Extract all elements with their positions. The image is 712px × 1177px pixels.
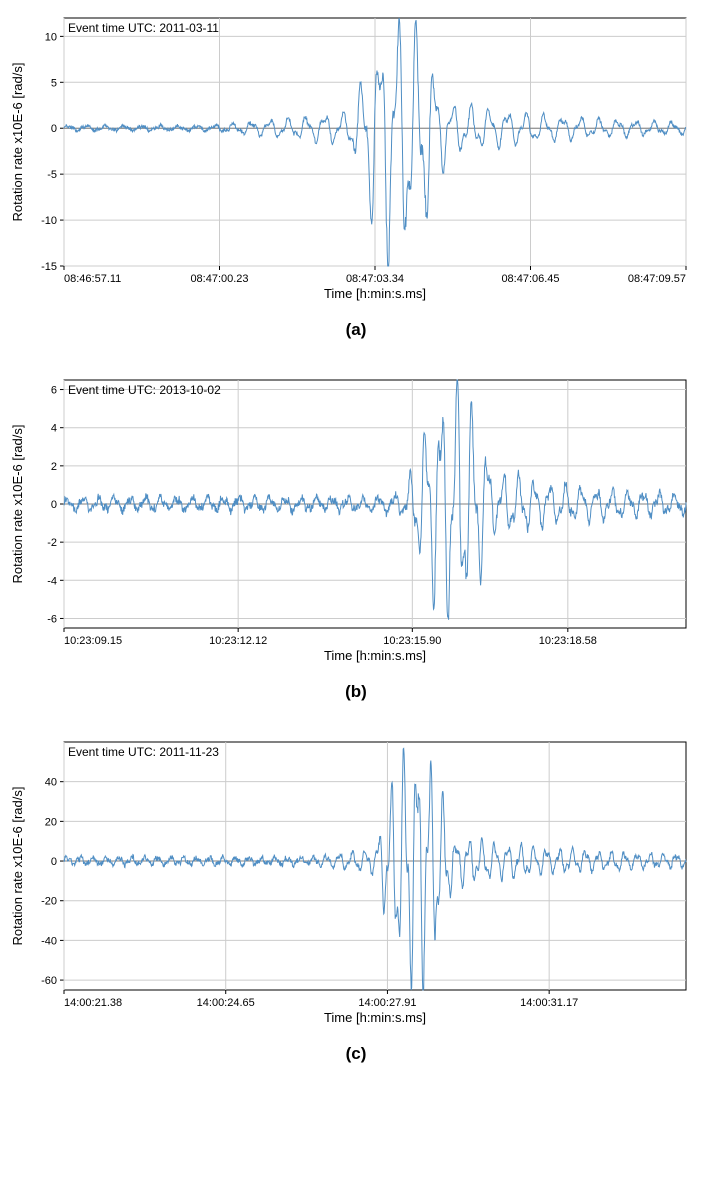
ytick-label: 5 [51, 77, 57, 89]
xlabel: Time [h:min:s.ms] [324, 648, 426, 663]
seismogram-chart-a: -15 -10 -5 0 5 10 08:46:57.11 08:47:00.23 08:47:… [4, 8, 694, 316]
ytick-label: 0 [51, 123, 57, 135]
ytick-label: -6 [47, 613, 57, 625]
ytick-label: 20 [45, 816, 57, 828]
chart-bg [4, 370, 694, 678]
xtick-label: 14:00:24.65 [197, 997, 255, 1009]
ytick-label: -40 [41, 935, 57, 947]
ytick-label: -60 [41, 975, 57, 987]
ytick-label: -10 [41, 215, 57, 227]
sub-caption-b: (b) [4, 682, 708, 702]
chart-bg [4, 732, 694, 1040]
seismogram-chart-b: -6 -4 -2 0 2 4 6 10:23:09.15 10:23:12.12 10:23:15… [4, 370, 694, 678]
xtick-label: 14:00:31.17 [520, 997, 578, 1009]
xtick-label: 08:47:00.23 [190, 273, 248, 285]
panel-c: -60 -40 -20 0 20 40 14:00:21.38 14:00:24.65 14:0… [4, 732, 708, 1040]
ylabel: Rotation rate x10E-6 [rad/s] [10, 425, 25, 584]
xtick-label: 08:47:03.34 [346, 273, 404, 285]
sub-caption-c: (c) [4, 1044, 708, 1064]
ytick-label: 0 [51, 499, 57, 511]
sub-caption-a: (a) [4, 320, 708, 340]
panel-a: -15 -10 -5 0 5 10 08:46:57.11 08:47:00.23 08:47:… [4, 8, 708, 316]
ytick-label: 4 [51, 423, 57, 435]
xtick-label: 10:23:09.15 [64, 635, 122, 647]
ytick-label: -5 [47, 169, 57, 181]
ytick-label: 10 [45, 31, 57, 43]
ylabel: Rotation rate x10E-6 [rad/s] [10, 63, 25, 222]
xtick-label: 10:23:15.90 [383, 635, 441, 647]
xtick-label: 08:46:57.11 [64, 273, 121, 285]
ytick-label: -15 [41, 261, 57, 273]
xtick-label: 08:47:06.45 [501, 273, 559, 285]
xtick-label: 10:23:18.58 [539, 635, 597, 647]
xtick-label: 14:00:21.38 [64, 997, 122, 1009]
ytick-label: -4 [47, 575, 57, 587]
xtick-label: 10:23:12.12 [209, 635, 267, 647]
ytick-label: 0 [51, 856, 57, 868]
ylabel: Rotation rate x10E-6 [rad/s] [10, 787, 25, 946]
seismogram-chart-c: -60 -40 -20 0 20 40 14:00:21.38 14:00:24.65 14:0… [4, 732, 694, 1040]
panel-b: -6 -4 -2 0 2 4 6 10:23:09.15 10:23:12.12 10:23:15… [4, 370, 708, 678]
event-time-label: Event time UTC: 2011-03-11 [68, 21, 219, 35]
ytick-label: -2 [47, 537, 57, 549]
event-time-label: Event time UTC: 2013-10-02 [68, 383, 221, 397]
xlabel: Time [h:min:s.ms] [324, 1010, 426, 1025]
ytick-label: 2 [51, 461, 57, 473]
chart-bg [4, 8, 694, 316]
ytick-label: -20 [41, 896, 57, 908]
xtick-label: 14:00:27.91 [358, 997, 416, 1009]
ytick-label: 40 [45, 777, 57, 789]
ytick-label: 6 [51, 385, 57, 397]
xtick-label: 08:47:09.57 [628, 273, 686, 285]
event-time-label: Event time UTC: 2011-11-23 [68, 745, 219, 759]
xlabel: Time [h:min:s.ms] [324, 286, 426, 301]
